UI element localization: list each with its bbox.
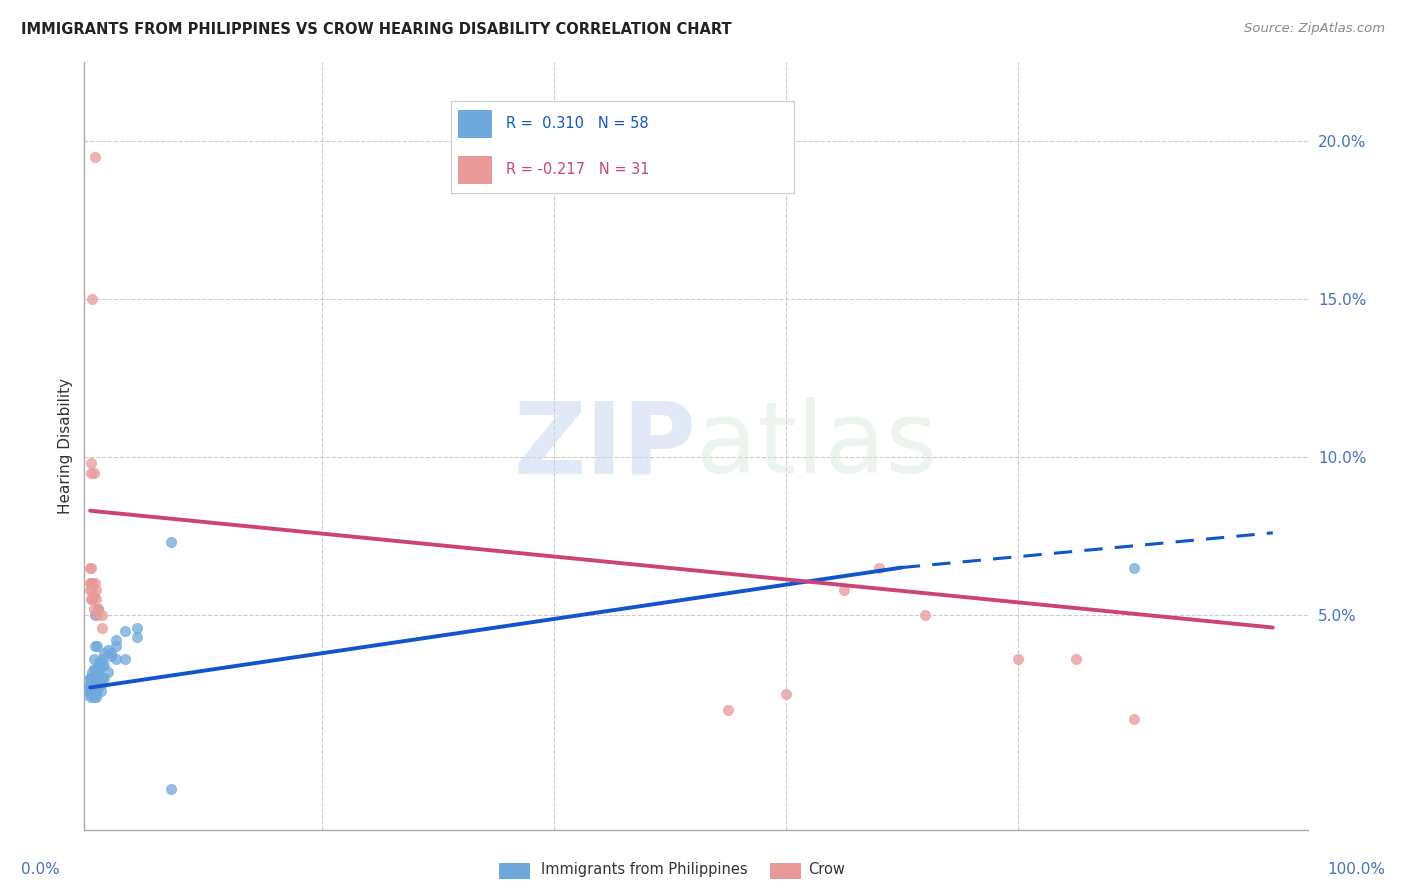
Point (80, 466, 103, 480)
Point (93, 646, 115, 660)
Point (82, 671, 104, 685)
Text: ZIP: ZIP (513, 398, 696, 494)
Point (96, 665, 118, 679)
Point (79, 671, 101, 685)
Point (125, 630, 148, 644)
Point (83, 466, 105, 480)
Point (100, 648, 122, 663)
Point (90, 683, 112, 698)
Point (89, 655, 111, 669)
Point (79, 681, 101, 695)
Point (86, 607, 108, 622)
Text: Crow: Crow (808, 863, 845, 877)
Text: Source: ZipAtlas.com: Source: ZipAtlas.com (1244, 22, 1385, 36)
Point (90, 658, 112, 673)
Point (832, 582, 855, 597)
Point (82, 576, 104, 591)
Point (93, 671, 115, 685)
Point (80, 576, 103, 591)
Point (82, 592, 104, 607)
Point (83, 683, 105, 698)
Point (79, 576, 101, 591)
Point (79, 560, 101, 574)
Point (79, 677, 101, 691)
Point (160, 535, 183, 549)
Point (80, 683, 103, 698)
Point (93, 658, 115, 673)
Point (868, 560, 890, 574)
Point (104, 633, 127, 648)
Point (82, 582, 104, 597)
Point (83, 671, 105, 685)
Point (83, 150, 105, 164)
Point (80, 687, 103, 701)
Text: atlas: atlas (696, 398, 938, 494)
Point (84, 662, 107, 676)
Point (100, 646, 122, 660)
Point (104, 652, 127, 666)
Point (83, 677, 105, 691)
Point (1122, 712, 1144, 726)
Point (90, 677, 112, 691)
Point (83, 652, 105, 666)
Point (83, 640, 105, 654)
Point (90, 652, 112, 666)
Point (82, 292, 104, 306)
Point (80, 677, 103, 691)
Point (84, 681, 107, 695)
Point (90, 620, 112, 634)
Point (89, 671, 111, 685)
Point (83, 576, 105, 591)
Point (79, 582, 101, 597)
Point (87, 601, 110, 615)
Point (79, 683, 101, 698)
Point (80, 456, 103, 470)
Text: 0.0%: 0.0% (21, 863, 60, 877)
Point (114, 652, 136, 666)
Point (80, 690, 103, 704)
Point (1122, 560, 1144, 574)
Point (83, 687, 105, 701)
Point (82, 687, 104, 701)
Point (80, 592, 103, 607)
Point (90, 671, 112, 685)
Text: Immigrants from Philippines: Immigrants from Philippines (541, 863, 748, 877)
Point (775, 687, 797, 701)
Point (84, 687, 107, 701)
Point (87, 601, 110, 615)
Point (79, 681, 101, 695)
Point (84, 690, 107, 704)
Point (114, 624, 136, 638)
Point (84, 582, 107, 597)
Point (96, 642, 118, 657)
Point (86, 681, 108, 695)
Point (82, 683, 104, 698)
Point (83, 690, 105, 704)
Point (83, 662, 105, 676)
Point (90, 655, 112, 669)
Point (83, 589, 105, 603)
Point (89, 662, 111, 676)
Point (83, 607, 105, 622)
Point (104, 640, 127, 654)
Point (83, 601, 105, 615)
Point (160, 781, 183, 796)
Point (90, 607, 112, 622)
Point (80, 560, 103, 574)
Point (84, 592, 107, 607)
Point (125, 620, 148, 634)
Point (914, 607, 936, 622)
Point (87, 665, 110, 679)
Point (717, 703, 740, 717)
Point (79, 687, 101, 701)
Point (80, 671, 103, 685)
Point (1064, 652, 1087, 666)
Point (82, 665, 104, 679)
Point (1007, 652, 1029, 666)
Text: IMMIGRANTS FROM PHILIPPINES VS CROW HEARING DISABILITY CORRELATION CHART: IMMIGRANTS FROM PHILIPPINES VS CROW HEAR… (21, 22, 731, 37)
Point (86, 640, 108, 654)
Text: 100.0%: 100.0% (1327, 863, 1385, 877)
Y-axis label: Hearing Disability: Hearing Disability (58, 378, 73, 514)
Point (82, 681, 104, 695)
